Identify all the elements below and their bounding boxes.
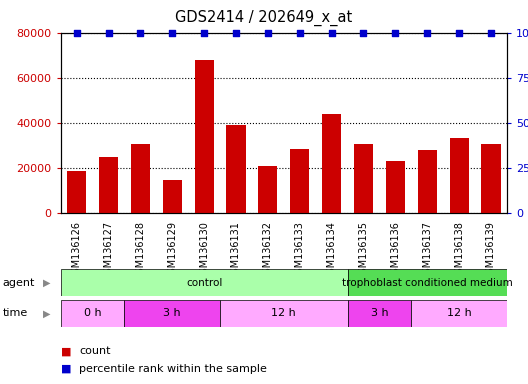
Text: time: time [3,308,28,318]
Text: ▶: ▶ [43,278,51,288]
Point [327,30,336,36]
Text: GSM136133: GSM136133 [295,221,305,280]
Text: GSM136126: GSM136126 [72,221,82,280]
Bar [354,144,373,213]
Bar [61,269,347,296]
Text: agent: agent [3,278,35,288]
Point [168,30,176,36]
Bar [99,157,118,213]
Bar [418,150,437,213]
Point [296,30,304,36]
Point [200,30,209,36]
Bar [131,144,150,213]
Bar [449,137,469,213]
Text: GSM136138: GSM136138 [454,221,464,280]
Text: GSM136137: GSM136137 [422,221,432,280]
Text: 12 h: 12 h [271,308,296,318]
Text: percentile rank within the sample: percentile rank within the sample [79,364,267,374]
Point [232,30,240,36]
Bar [411,300,507,327]
Text: count: count [79,346,111,356]
Text: GSM136129: GSM136129 [167,221,177,280]
Text: GSM136136: GSM136136 [390,221,400,280]
Text: GSM136131: GSM136131 [231,221,241,280]
Text: ▶: ▶ [43,308,51,318]
Bar [347,300,411,327]
Bar [482,144,501,213]
Bar [322,114,341,213]
Text: control: control [186,278,222,288]
Text: trophoblast conditioned medium: trophoblast conditioned medium [342,278,513,288]
Text: GSM136127: GSM136127 [103,221,114,280]
Text: GSM136135: GSM136135 [359,221,369,280]
Bar [61,300,125,327]
Text: GSM136130: GSM136130 [199,221,209,280]
Bar [347,269,507,296]
Point [455,30,463,36]
Point [72,30,81,36]
Point [105,30,113,36]
Text: GSM136128: GSM136128 [135,221,145,280]
Bar [67,171,86,213]
Text: GSM136139: GSM136139 [486,221,496,280]
Bar [227,125,246,213]
Text: GDS2414 / 202649_x_at: GDS2414 / 202649_x_at [175,10,353,26]
Text: ■: ■ [61,346,71,356]
Text: 0 h: 0 h [84,308,101,318]
Bar [258,166,277,213]
Point [263,30,272,36]
Point [391,30,400,36]
Bar [194,60,214,213]
Text: 12 h: 12 h [447,308,472,318]
Point [487,30,495,36]
Point [359,30,367,36]
Point [136,30,145,36]
Text: GSM136132: GSM136132 [263,221,273,280]
Bar [163,180,182,213]
Text: 3 h: 3 h [164,308,181,318]
Bar [125,300,220,327]
Bar [386,161,405,213]
Text: ■: ■ [61,364,71,374]
Bar [220,300,347,327]
Text: GSM136134: GSM136134 [327,221,337,280]
Bar [290,149,309,213]
Point [423,30,431,36]
Text: 3 h: 3 h [371,308,388,318]
